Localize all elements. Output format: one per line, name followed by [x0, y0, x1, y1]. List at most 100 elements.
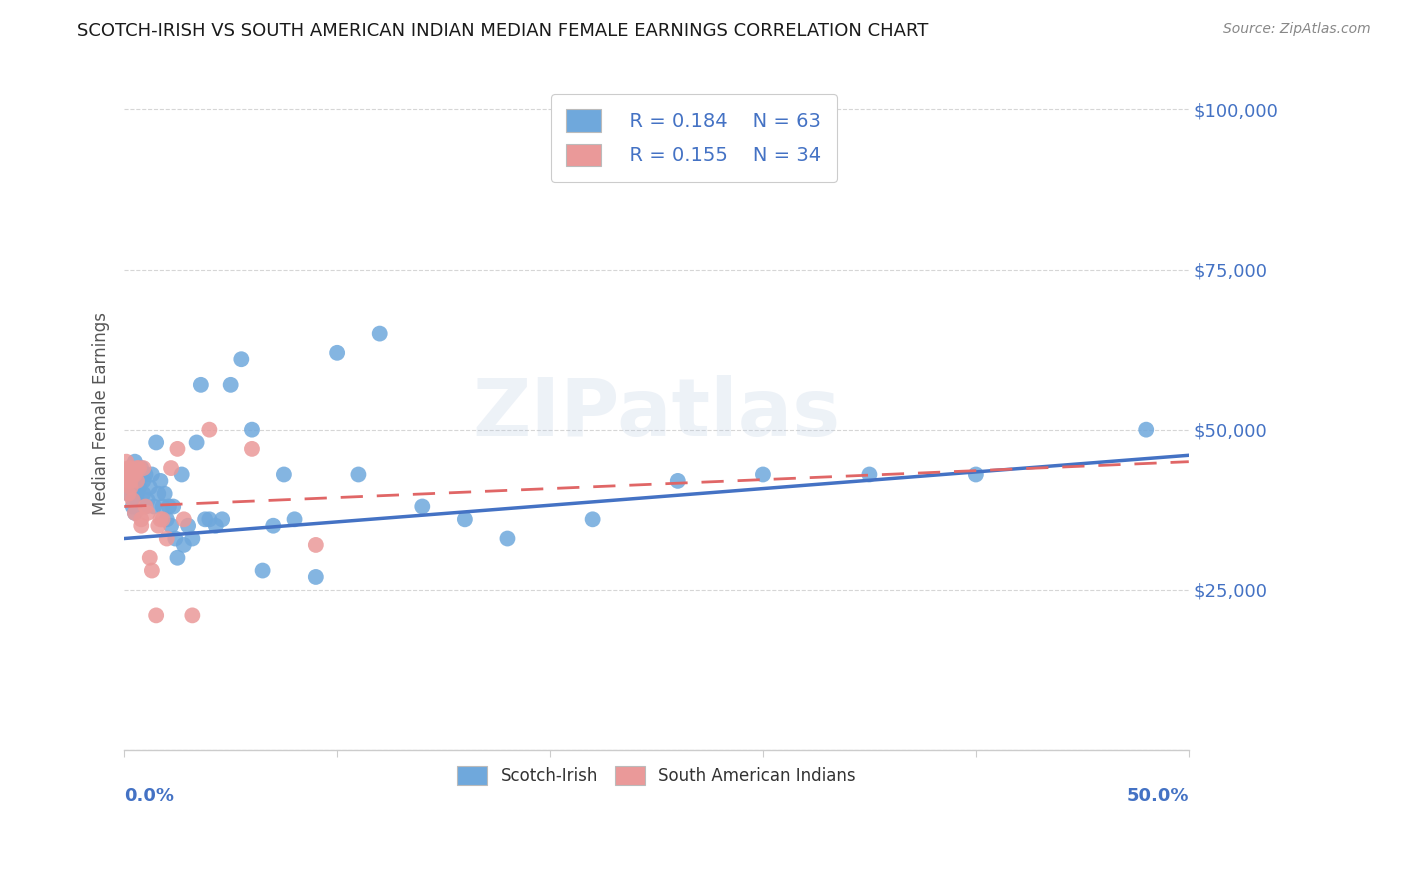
- Point: [125, 486, 148, 500]
- Point: [157, 500, 180, 514]
- Point: [190, 377, 212, 392]
- Point: [181, 532, 204, 546]
- Point: [129, 500, 152, 514]
- Point: [120, 461, 142, 475]
- Point: [965, 467, 987, 482]
- Point: [148, 518, 170, 533]
- Point: [141, 564, 163, 578]
- Text: Source: ZipAtlas.com: Source: ZipAtlas.com: [1223, 22, 1371, 37]
- Point: [124, 467, 146, 482]
- Point: [160, 518, 183, 533]
- Point: [145, 608, 167, 623]
- Point: [145, 435, 167, 450]
- Point: [139, 480, 162, 494]
- Point: [152, 512, 174, 526]
- Point: [117, 474, 139, 488]
- Point: [411, 500, 433, 514]
- Point: [124, 467, 146, 482]
- Point: [139, 550, 162, 565]
- Point: [120, 461, 142, 475]
- Point: [252, 564, 274, 578]
- Point: [117, 486, 139, 500]
- Point: [240, 423, 263, 437]
- Point: [173, 538, 195, 552]
- Point: [132, 461, 155, 475]
- Point: [240, 442, 263, 456]
- Legend: Scotch-Irish, South American Indians: Scotch-Irish, South American Indians: [451, 759, 862, 792]
- Point: [204, 518, 226, 533]
- Point: [120, 480, 142, 494]
- Point: [211, 512, 233, 526]
- Point: [181, 608, 204, 623]
- Point: [121, 480, 143, 494]
- Point: [129, 512, 152, 526]
- Point: [132, 486, 155, 500]
- Point: [117, 486, 139, 500]
- Point: [186, 435, 208, 450]
- Point: [129, 518, 152, 533]
- Point: [198, 512, 221, 526]
- Point: [162, 500, 184, 514]
- Point: [134, 467, 156, 482]
- Point: [165, 532, 187, 546]
- Point: [752, 467, 775, 482]
- Point: [115, 467, 138, 482]
- Point: [117, 461, 139, 475]
- Point: [125, 474, 148, 488]
- Point: [173, 512, 195, 526]
- Point: [160, 461, 183, 475]
- Point: [581, 512, 603, 526]
- Point: [496, 532, 519, 546]
- Point: [132, 474, 155, 488]
- Point: [124, 506, 146, 520]
- Point: [124, 506, 146, 520]
- Point: [115, 455, 138, 469]
- Text: 50.0%: 50.0%: [1126, 787, 1189, 805]
- Point: [129, 461, 152, 475]
- Text: SCOTCH-IRISH VS SOUTH AMERICAN INDIAN MEDIAN FEMALE EARNINGS CORRELATION CHART: SCOTCH-IRISH VS SOUTH AMERICAN INDIAN ME…: [77, 22, 929, 40]
- Point: [156, 512, 179, 526]
- Point: [120, 474, 142, 488]
- Point: [194, 512, 217, 526]
- Point: [666, 474, 689, 488]
- Point: [149, 512, 172, 526]
- Point: [153, 486, 176, 500]
- Point: [170, 467, 193, 482]
- Point: [128, 467, 150, 482]
- Point: [273, 467, 295, 482]
- Y-axis label: Median Female Earnings: Median Female Earnings: [93, 312, 110, 516]
- Point: [125, 493, 148, 508]
- Point: [305, 570, 328, 584]
- Point: [136, 506, 159, 520]
- Point: [121, 500, 143, 514]
- Point: [305, 538, 328, 552]
- Point: [128, 480, 150, 494]
- Point: [166, 442, 188, 456]
- Point: [219, 377, 242, 392]
- Point: [262, 518, 284, 533]
- Point: [124, 455, 146, 469]
- Point: [156, 532, 179, 546]
- Point: [121, 493, 143, 508]
- Point: [134, 500, 156, 514]
- Point: [148, 486, 170, 500]
- Point: [141, 467, 163, 482]
- Point: [143, 500, 166, 514]
- Point: [128, 461, 150, 475]
- Point: [368, 326, 391, 341]
- Point: [177, 518, 200, 533]
- Point: [1135, 423, 1157, 437]
- Point: [121, 467, 143, 482]
- Point: [231, 352, 253, 367]
- Text: 0.0%: 0.0%: [124, 787, 174, 805]
- Point: [454, 512, 477, 526]
- Text: ZIPatlas: ZIPatlas: [472, 375, 841, 452]
- Point: [125, 461, 148, 475]
- Point: [136, 493, 159, 508]
- Point: [166, 550, 188, 565]
- Point: [347, 467, 370, 482]
- Point: [120, 474, 142, 488]
- Point: [134, 500, 156, 514]
- Point: [149, 474, 172, 488]
- Point: [152, 500, 174, 514]
